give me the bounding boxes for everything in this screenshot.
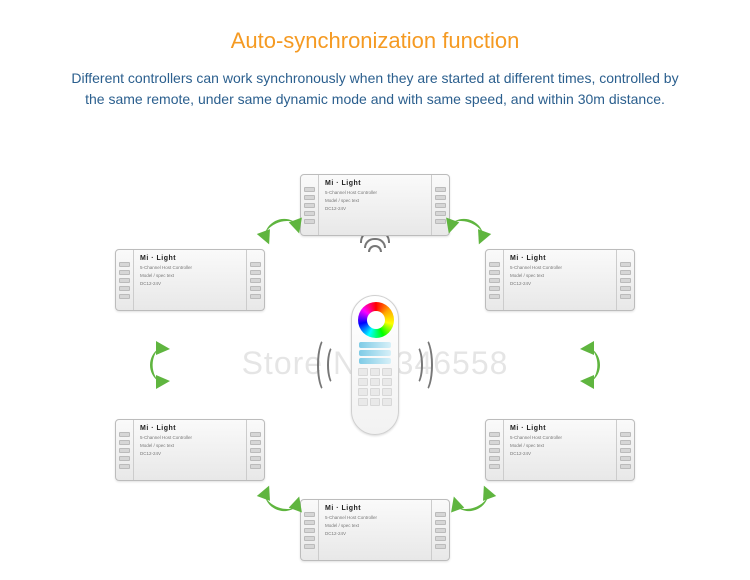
controller-brand: Mi · Light xyxy=(140,254,240,263)
controller-line3: DC12-24V xyxy=(140,281,240,287)
signal-top-icon xyxy=(360,239,390,243)
controller-line3: DC12-24V xyxy=(510,281,610,287)
description-text: Different controllers can work synchrono… xyxy=(0,54,750,110)
controller-upper-right: Mi · Light 5-Channel Host Controller Mod… xyxy=(485,249,635,311)
controller-lower-right: Mi · Light 5-Channel Host Controller Mod… xyxy=(485,419,635,481)
controller-line3: DC12-24V xyxy=(325,531,425,537)
controller-line2: Model / spec text xyxy=(510,443,610,449)
color-wheel-icon xyxy=(358,302,394,338)
controller-lower-left: Mi · Light 5-Channel Host Controller Mod… xyxy=(115,419,265,481)
controller-line2: Model / spec text xyxy=(325,523,425,529)
controller-line1: 5-Channel Host Controller xyxy=(140,265,240,271)
controller-top: Mi · Light 5-Channel Host Controller Mod… xyxy=(300,174,450,236)
controller-line2: Model / spec text xyxy=(510,273,610,279)
sync-arrow-icon xyxy=(568,335,628,395)
controller-brand: Mi · Light xyxy=(325,179,425,188)
controller-line3: DC12-24V xyxy=(325,206,425,212)
controller-line1: 5-Channel Host Controller xyxy=(325,515,425,521)
controller-brand: Mi · Light xyxy=(325,504,425,513)
sync-arrow-icon xyxy=(122,335,182,395)
remote-control xyxy=(351,295,399,435)
controller-line3: DC12-24V xyxy=(140,451,240,457)
controller-bottom: Mi · Light 5-Channel Host Controller Mod… xyxy=(300,499,450,561)
controller-brand: Mi · Light xyxy=(140,424,240,433)
controller-line1: 5-Channel Host Controller xyxy=(510,265,610,271)
page-title: Auto-synchronization function xyxy=(0,0,750,54)
diagram-stage: Store No: 346558 Mi · Light 5-Channel Ho… xyxy=(0,150,750,580)
controller-line2: Model / spec text xyxy=(140,273,240,279)
controller-line3: DC12-24V xyxy=(510,451,610,457)
controller-line2: Model / spec text xyxy=(325,198,425,204)
controller-brand: Mi · Light xyxy=(510,254,610,263)
controller-line2: Model / spec text xyxy=(140,443,240,449)
controller-line1: 5-Channel Host Controller xyxy=(325,190,425,196)
controller-line1: 5-Channel Host Controller xyxy=(510,435,610,441)
controller-line1: 5-Channel Host Controller xyxy=(140,435,240,441)
controller-brand: Mi · Light xyxy=(510,424,610,433)
controller-upper-left: Mi · Light 5-Channel Host Controller Mod… xyxy=(115,249,265,311)
